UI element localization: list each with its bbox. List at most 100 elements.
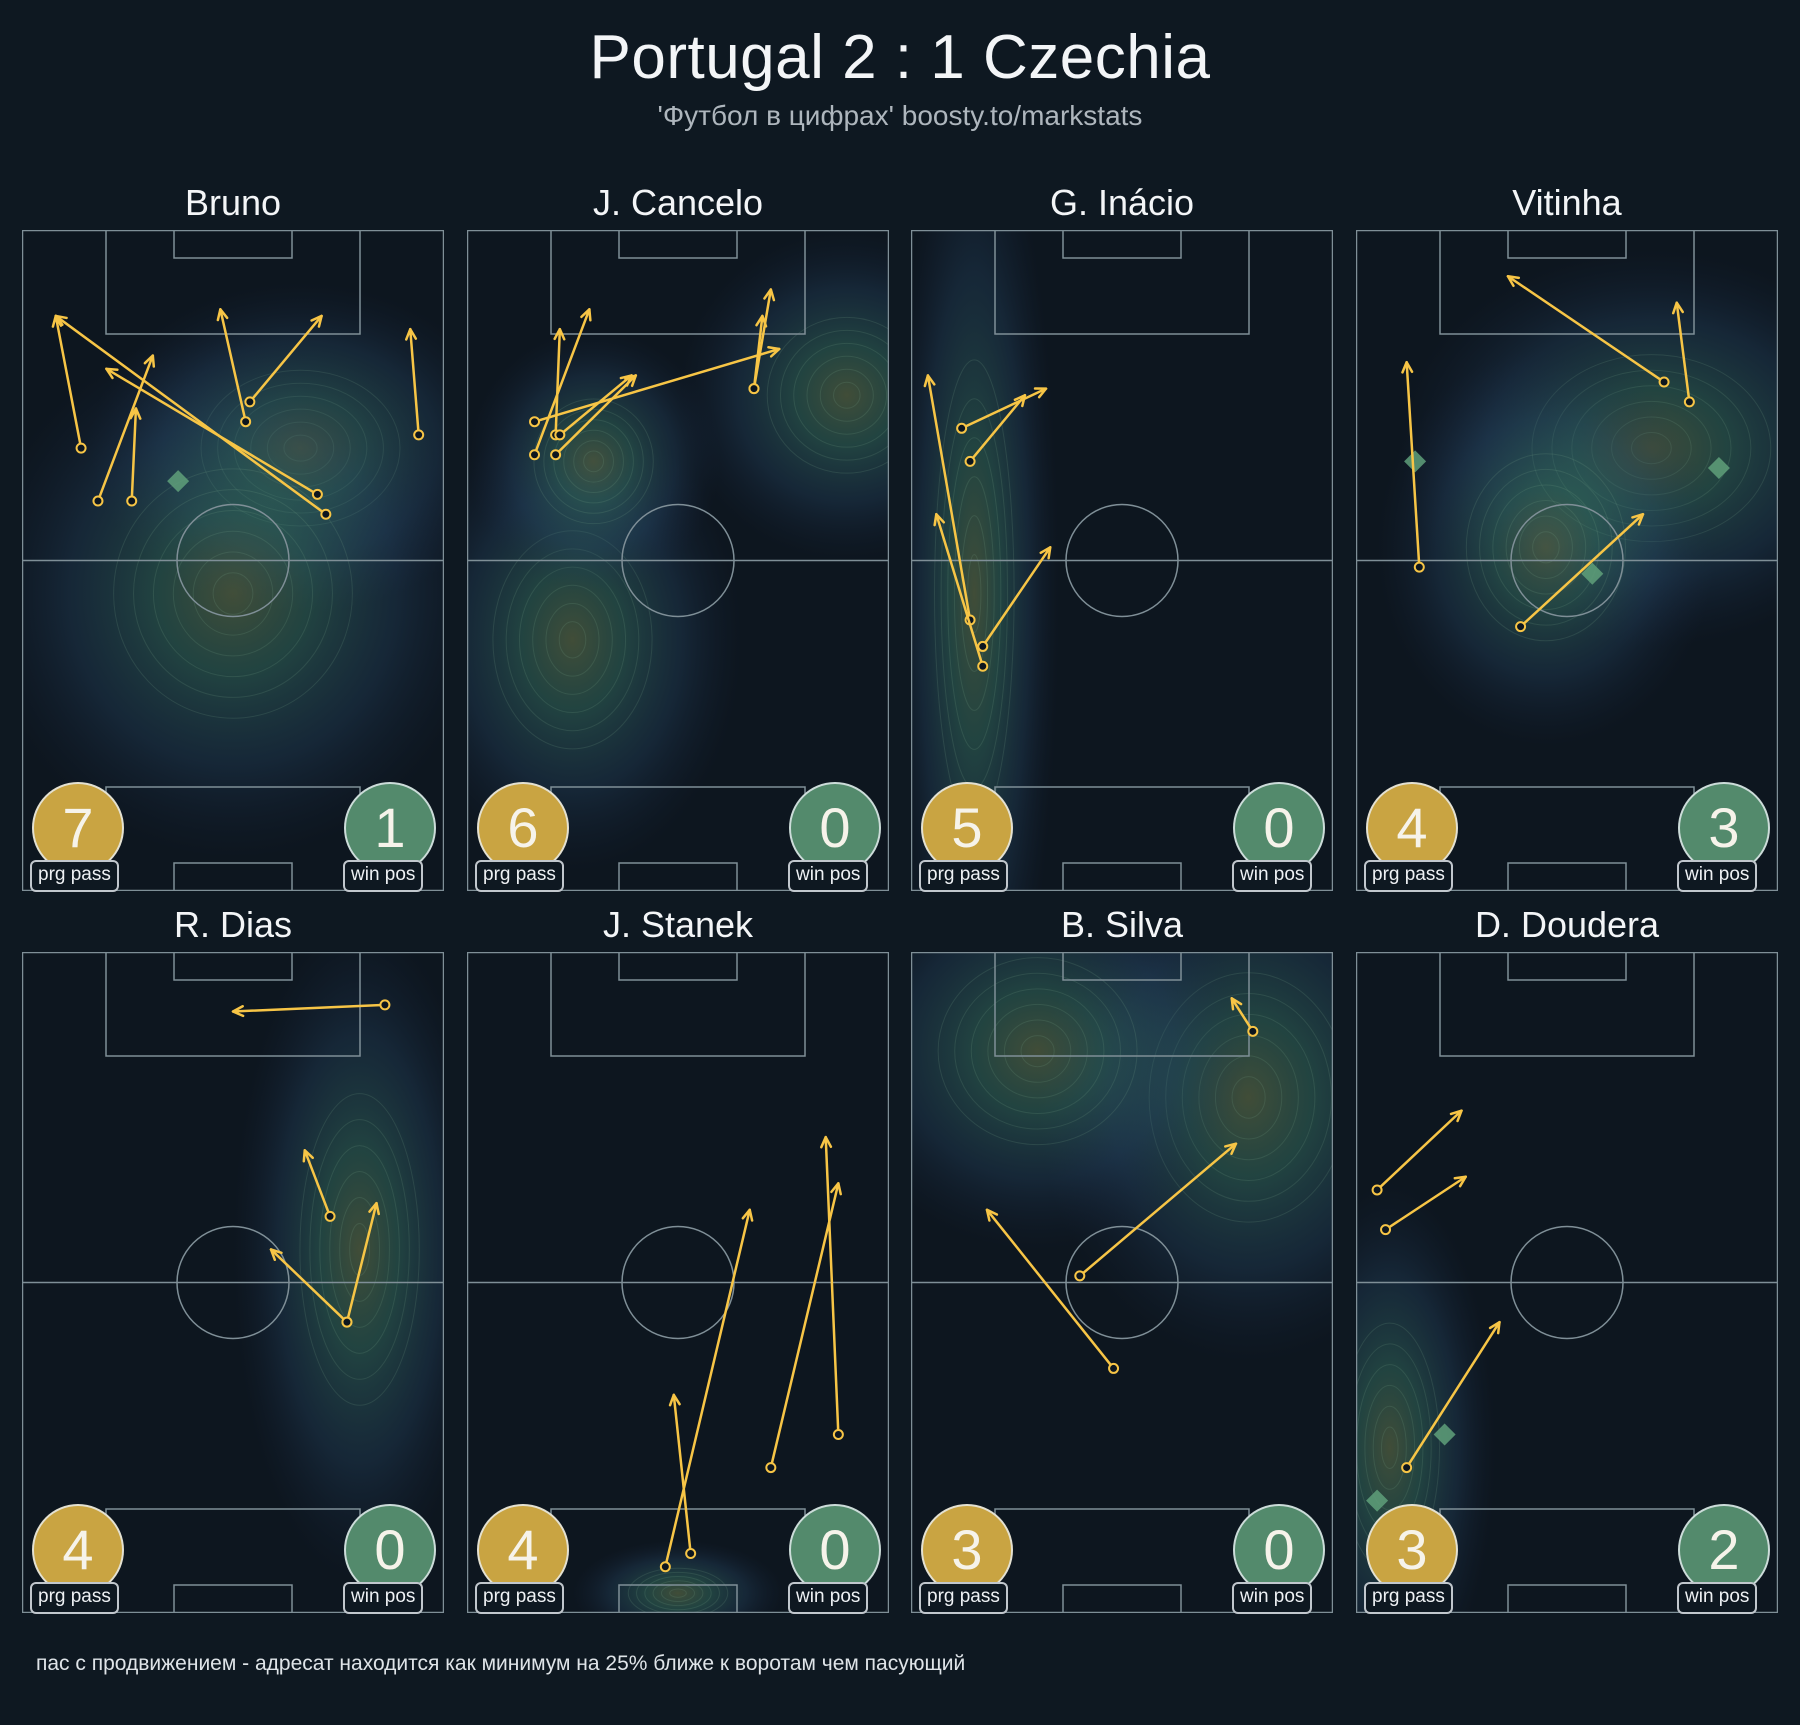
arrow-head bbox=[302, 1149, 315, 1163]
pass-origin bbox=[685, 1548, 697, 1560]
arrow-head bbox=[933, 512, 946, 527]
heat-contour bbox=[299, 1093, 420, 1406]
pass-origin bbox=[550, 449, 562, 461]
heat-blob bbox=[1377, 348, 1715, 746]
pass-origin bbox=[324, 1210, 336, 1222]
heat-contour bbox=[583, 450, 605, 473]
heat-blob bbox=[572, 1540, 784, 1613]
arrow-head bbox=[741, 1208, 754, 1222]
heat-blob bbox=[467, 329, 721, 594]
six-yard-box-bottom bbox=[173, 862, 293, 891]
prg-pass-count: 3 bbox=[1366, 1504, 1458, 1596]
penalty-box-top bbox=[994, 952, 1250, 1057]
arrow-head bbox=[763, 288, 776, 302]
pass-origin bbox=[1401, 1462, 1413, 1474]
center-circle bbox=[621, 503, 735, 618]
heat-contour bbox=[954, 972, 1121, 1130]
heat-contour bbox=[319, 1145, 400, 1354]
win-pos-label: win pos bbox=[788, 1582, 869, 1614]
heat-contour bbox=[309, 1119, 410, 1380]
position-diamond bbox=[1366, 1489, 1389, 1512]
heat-contour bbox=[970, 988, 1105, 1114]
heat-contour bbox=[133, 489, 333, 698]
pass-arrow bbox=[985, 1208, 1115, 1370]
center-circle bbox=[176, 503, 290, 618]
six-yard-box-top bbox=[1062, 952, 1182, 981]
heat-contour bbox=[967, 554, 982, 634]
arrow-head bbox=[368, 1201, 380, 1216]
pass-origin bbox=[977, 660, 989, 672]
pass-arrow bbox=[130, 407, 138, 503]
heat-contour bbox=[329, 1171, 390, 1328]
prg-pass-count: 7 bbox=[32, 782, 124, 874]
pass-arrow bbox=[769, 1182, 840, 1469]
six-yard-box-top bbox=[173, 230, 293, 259]
six-yard-box-bottom bbox=[618, 1584, 738, 1613]
pass-origin bbox=[529, 416, 541, 428]
pass-origin bbox=[1515, 621, 1527, 633]
pass-origin bbox=[1371, 1184, 1383, 1196]
win-pos-label: win pos bbox=[343, 1582, 424, 1614]
heat-contour bbox=[937, 957, 1138, 1146]
six-yard-box-bottom bbox=[1507, 862, 1627, 891]
heat-contour bbox=[1020, 1035, 1055, 1068]
prg-pass-label: prg pass bbox=[1364, 860, 1453, 892]
arrow-head bbox=[1039, 546, 1052, 560]
arrow-head bbox=[553, 327, 566, 341]
heat-contour bbox=[1505, 500, 1587, 595]
pitch: 4 3 prg pass win pos bbox=[1356, 230, 1778, 892]
heat-blob bbox=[233, 952, 444, 1580]
pass-origin bbox=[341, 1316, 353, 1328]
pass-arrow bbox=[554, 374, 638, 456]
heat-contour bbox=[1465, 453, 1626, 642]
position-diamond bbox=[1404, 450, 1427, 473]
player-panel: G. Inácio 5 0 prg pass win pos bbox=[911, 182, 1333, 892]
footnote: пас с продвижением - адресат находится к… bbox=[36, 1652, 966, 1675]
win-pos-count: 0 bbox=[789, 1504, 881, 1596]
pass-arrow bbox=[960, 387, 1048, 430]
player-panel: Vitinha 4 3 prg pass win pos bbox=[1356, 182, 1778, 892]
penalty-box-top bbox=[1439, 952, 1695, 1057]
player-name: B. Silva bbox=[1060, 904, 1184, 945]
heat-blob bbox=[678, 230, 889, 561]
center-circle bbox=[1510, 1225, 1624, 1340]
player-name: G. Inácio bbox=[1049, 182, 1195, 223]
pass-origin bbox=[92, 495, 104, 507]
pass-origin bbox=[379, 999, 391, 1011]
center-circle bbox=[176, 1225, 290, 1340]
player-name: J. Cancelo bbox=[592, 182, 764, 223]
heat-contour bbox=[1003, 1019, 1072, 1083]
penalty-box-top bbox=[105, 952, 361, 1057]
win-pos-label: win pos bbox=[788, 860, 869, 892]
pass-arrow bbox=[533, 347, 781, 423]
center-circle bbox=[1065, 503, 1179, 618]
center-circle bbox=[1510, 503, 1624, 618]
arrow-head bbox=[1631, 512, 1645, 526]
win-pos-count: 1 bbox=[344, 782, 436, 874]
center-circle bbox=[1065, 1225, 1179, 1340]
position-diamond bbox=[167, 470, 190, 493]
pass-arrow bbox=[54, 314, 83, 450]
heat-contour bbox=[627, 1567, 729, 1613]
pass-origin bbox=[529, 449, 541, 461]
win-pos-count: 0 bbox=[1233, 1504, 1325, 1596]
heat-contour bbox=[806, 355, 888, 435]
pass-origin bbox=[1108, 1362, 1120, 1374]
prg-pass-label: prg pass bbox=[475, 860, 564, 892]
win-pos-count: 0 bbox=[789, 782, 881, 874]
pass-arrow bbox=[345, 1201, 378, 1324]
arrow-head bbox=[1506, 275, 1521, 288]
page-title: Portugal 2 : 1 Czechia bbox=[589, 23, 1211, 92]
heat-contour bbox=[1479, 468, 1613, 626]
penalty-box-top bbox=[1439, 230, 1695, 335]
penalty-box-top bbox=[550, 230, 806, 335]
heat-contour bbox=[644, 1576, 712, 1611]
arrow-head bbox=[405, 327, 418, 341]
pass-arrow bbox=[824, 1135, 840, 1436]
heat-contour bbox=[652, 1580, 704, 1607]
heat-contour bbox=[1372, 1405, 1407, 1490]
arrow-head bbox=[1224, 1142, 1238, 1155]
pass-arrow bbox=[231, 1003, 387, 1013]
prg-pass-label: prg pass bbox=[919, 1582, 1008, 1614]
